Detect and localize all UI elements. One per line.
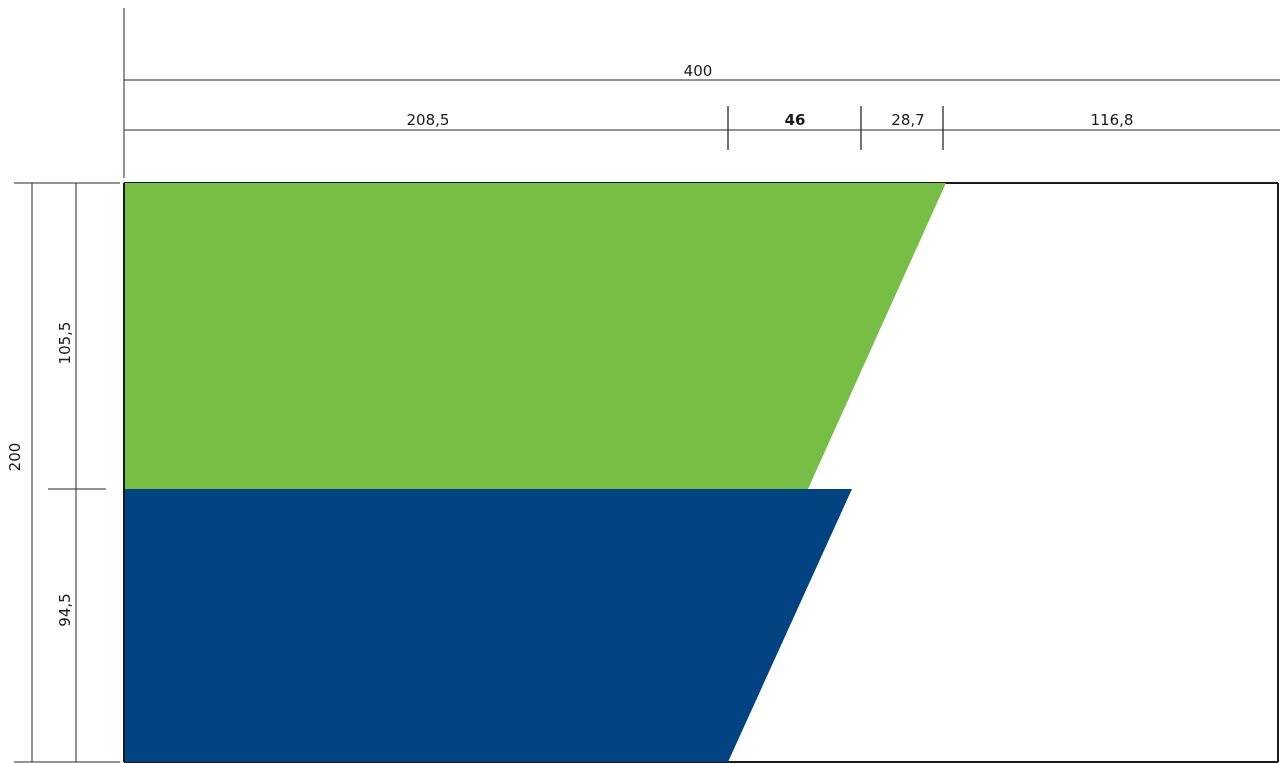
lower-height-label: 94,5 [56, 593, 74, 626]
upper-height-label: 105,5 [56, 322, 74, 365]
overall-width-label: 400 [684, 62, 713, 80]
segment-label-3: 28,7 [891, 111, 924, 129]
blue-band [124, 489, 852, 762]
green-band [124, 183, 946, 540]
segment-label-4: 116,8 [1091, 111, 1134, 129]
segment-label-1: 208,5 [407, 111, 450, 129]
segment-label-2: 46 [785, 111, 806, 129]
overall-height-label: 200 [6, 443, 24, 472]
